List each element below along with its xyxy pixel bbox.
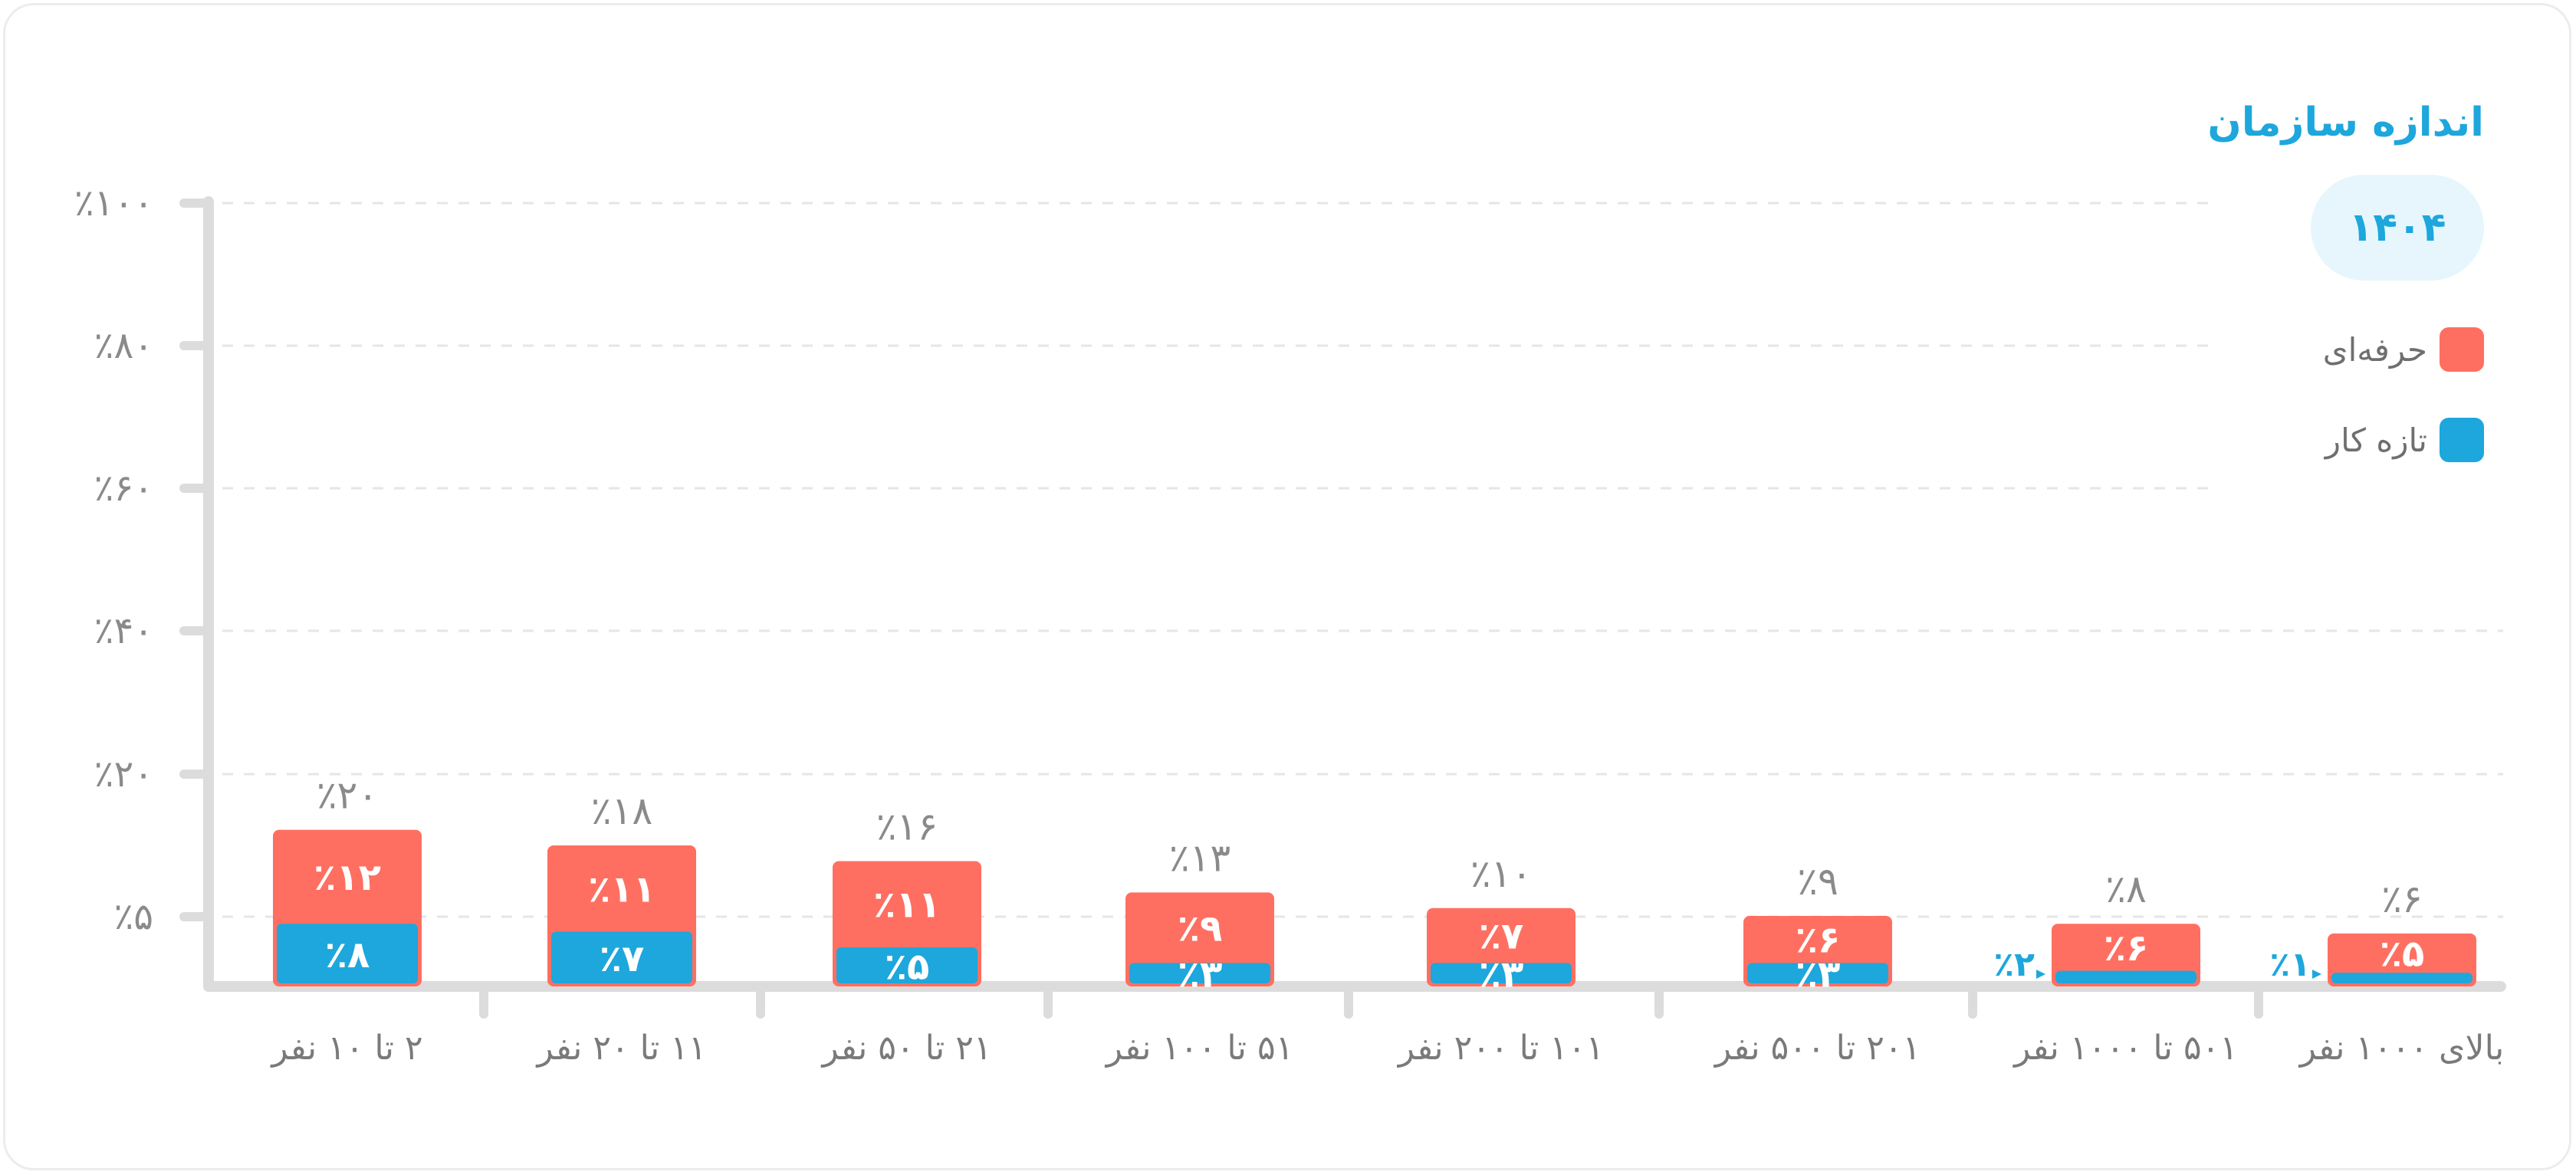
- y-tick-label: ٪۱۰۰: [74, 182, 153, 225]
- value-label-beginner: ٪۷: [600, 937, 645, 980]
- total-label: ٪۸: [2105, 867, 2147, 911]
- value-label-professional: ٪۱۲: [314, 856, 381, 899]
- category-label: ۵۱ تا ۱۰۰ نفر: [1105, 1029, 1294, 1068]
- legend-label-beginner: تازه کار: [2325, 421, 2427, 459]
- value-label-beginner: ٪۸: [325, 934, 370, 976]
- bar-segment-beginner: [836, 947, 978, 983]
- bar-segment-beginner: [1747, 963, 1888, 983]
- category-label: ۱۱ تا ۲۰ نفر: [536, 1029, 707, 1068]
- total-label: ٪۹: [1797, 859, 1838, 904]
- legend-swatch-professional: [2440, 327, 2484, 372]
- legend-panel: اندازه سازمان ۱۴۰۴ حرفه‌ای تازه کار: [2024, 100, 2484, 463]
- total-label: ٪۲۰: [317, 773, 379, 818]
- value-label-professional: ٪۶: [2104, 927, 2149, 970]
- value-label-professional: ٪۱۱: [873, 884, 941, 927]
- category-label: ۲ تا ۱۰ نفر: [270, 1029, 422, 1068]
- category-label: بالای ۱۰۰۰ نفر: [2298, 1029, 2504, 1068]
- value-label-beginner: ٪۳: [1178, 953, 1223, 996]
- year-filter-pill[interactable]: ۱۴۰۴: [2311, 175, 2484, 281]
- legend-item-beginner[interactable]: تازه کار: [2024, 417, 2484, 463]
- total-label: ٪۱۸: [591, 789, 653, 833]
- y-tick-label: ٪۶۰: [94, 467, 153, 510]
- legend-swatch-beginner: [2440, 418, 2484, 462]
- category-label: ۲۱ تا ۵۰ نفر: [821, 1029, 992, 1068]
- y-tick-label: ٪۴۰: [94, 609, 153, 652]
- bar-segment-beginner: [1431, 963, 1572, 983]
- value-label-beginner: ٪۳: [1479, 953, 1524, 996]
- total-label: ٪۱۳: [1169, 835, 1231, 880]
- value-label-professional: ٪۵: [2380, 932, 2425, 975]
- bar-segment-beginner: [2055, 970, 2196, 983]
- total-label: ٪۱۰: [1470, 852, 1533, 896]
- value-label-beginner: ٪۵: [885, 945, 930, 988]
- label-pointer: [2312, 970, 2321, 979]
- value-label-beginner: ٪۱: [2269, 945, 2311, 984]
- bar-segment-beginner: [2331, 973, 2472, 983]
- y-tick-label: ٪۸۰: [94, 324, 153, 367]
- chart-title: اندازه سازمان: [2207, 100, 2484, 146]
- value-label-beginner: ٪۳: [1796, 953, 1841, 996]
- value-label-professional: ٪۱۱: [588, 868, 656, 911]
- labels: ٪۵ ٪۲۰ ٪۴۰ ٪۶۰ ٪۸۰ ٪۱۰۰ ٪۵ ٪۱ ٪۶ بالای ۱۰۰۰ نفر ٪۶…: [74, 182, 2504, 1068]
- grid-lines: [222, 202, 2503, 918]
- category-label: ۵۰۱ تا ۱۰۰۰ نفر: [2013, 1029, 2238, 1068]
- legend-label-professional: حرفه‌ای: [2322, 330, 2427, 369]
- bars: [273, 829, 2476, 986]
- bar-segment-beginner: [551, 931, 692, 983]
- value-label-beginner: ٪۲: [1993, 945, 2035, 984]
- bar-segment-beginner: [1129, 963, 1270, 983]
- value-label-professional: ٪۷: [1479, 915, 1524, 958]
- bar-segment-beginner: [277, 924, 418, 983]
- value-label-professional: ٪۶: [1796, 919, 1841, 962]
- category-label: ۲۰۱ تا ۵۰۰ نفر: [1714, 1029, 1921, 1068]
- value-label-professional: ٪۹: [1178, 907, 1223, 950]
- legend-item-professional[interactable]: حرفه‌ای: [2024, 327, 2484, 373]
- total-label: ٪۱۶: [876, 804, 938, 848]
- category-label: ۱۰۱ تا ۲۰۰ نفر: [1397, 1029, 1604, 1068]
- y-tick-label: ٪۵: [113, 895, 153, 938]
- total-label: ٪۶: [2381, 877, 2423, 921]
- y-tick-label: ٪۲۰: [94, 753, 153, 796]
- label-pointer: [2036, 970, 2045, 979]
